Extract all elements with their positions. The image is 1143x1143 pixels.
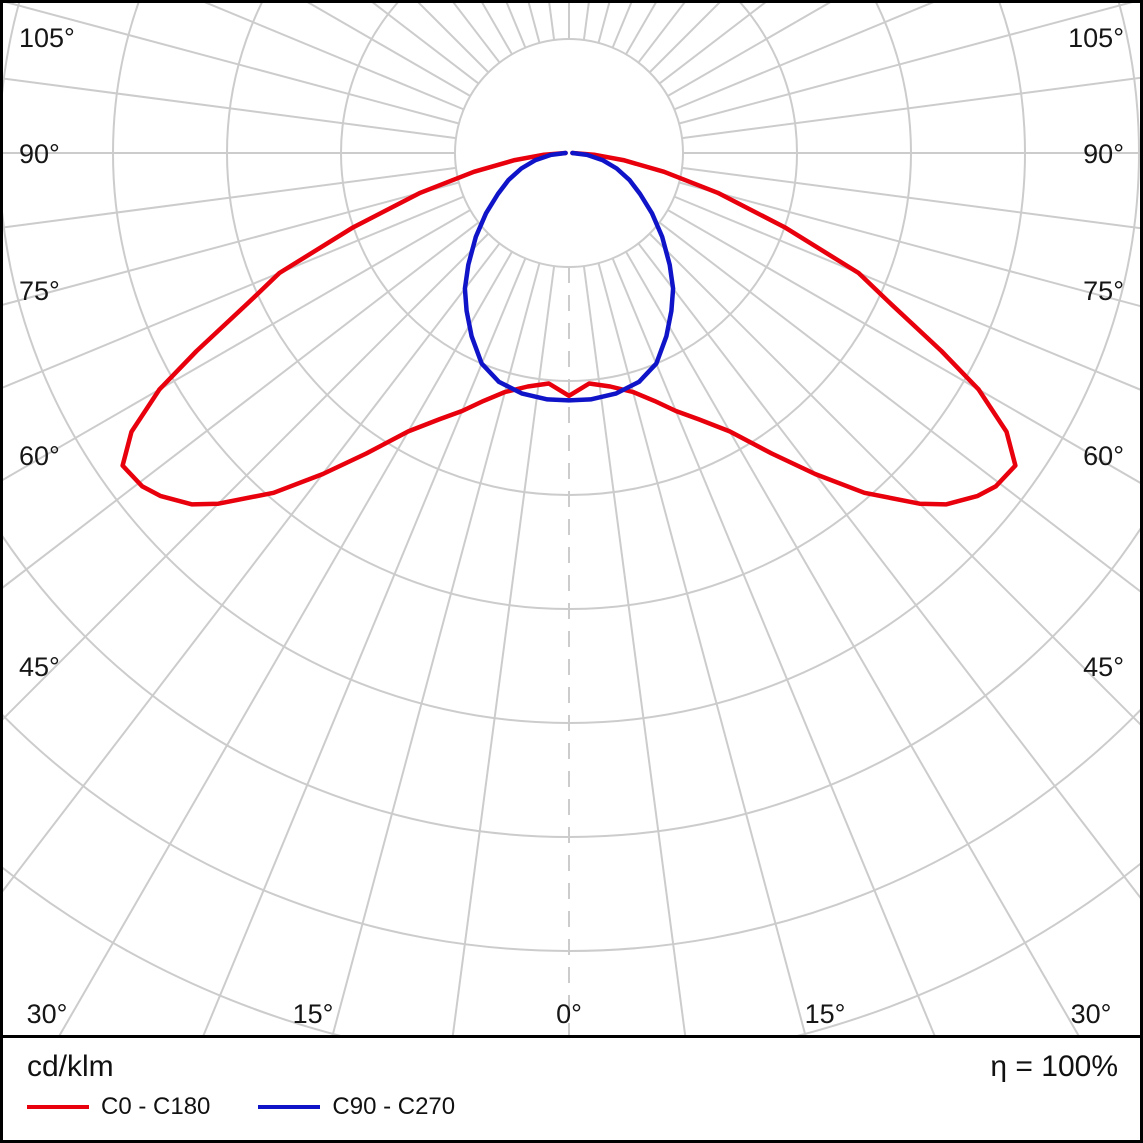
grid-ray xyxy=(202,257,527,1035)
grid-ray xyxy=(417,3,490,74)
polar-grid xyxy=(3,3,1140,1035)
grid-ray xyxy=(204,3,465,111)
grid-ray xyxy=(611,257,936,1035)
grid-ray xyxy=(648,3,721,74)
grid-ray xyxy=(625,3,657,55)
chart-footer: cd/klm η = 100% C0 - C180 C90 - C270 xyxy=(3,1038,1140,1121)
c90-c270-line-swatch xyxy=(258,1105,321,1109)
grid-ring xyxy=(454,38,684,268)
angle-label-left: 60° xyxy=(19,441,60,471)
grid-ray xyxy=(673,195,1140,391)
angle-label-bottom: 15° xyxy=(293,999,334,1029)
grid-ray xyxy=(648,232,1140,726)
legend-label-c0-c180: C0 - C180 xyxy=(101,1093,211,1120)
grid-ray xyxy=(667,209,1140,484)
grid-ray xyxy=(331,262,541,1035)
angle-label-right: 75° xyxy=(1083,276,1124,306)
grid-ray xyxy=(625,251,1080,1035)
grid-ray xyxy=(597,262,807,1035)
grid-ray xyxy=(3,209,471,481)
grid-ray xyxy=(3,195,465,389)
grid-ray xyxy=(658,221,1140,593)
grid-ray xyxy=(582,265,687,1035)
legend-item-c90-c270: C90 - C270 xyxy=(258,1093,455,1121)
grid-ray xyxy=(582,3,590,41)
grid-ray xyxy=(678,3,1133,125)
angle-label-left: 45° xyxy=(19,652,60,682)
angle-label-right: 105° xyxy=(1068,23,1124,53)
angle-label-right: 90° xyxy=(1083,139,1124,169)
curve-c90-c270 xyxy=(462,150,676,403)
angle-label-left: 90° xyxy=(19,139,60,169)
angle-label-bottom: 30° xyxy=(1071,999,1112,1029)
legend-label-c90-c270: C90 - C270 xyxy=(332,1093,456,1120)
grid-ray xyxy=(3,181,460,306)
angle-label-bottom: 0° xyxy=(556,999,582,1029)
grid-ray xyxy=(3,77,457,140)
grid-ray xyxy=(681,76,1140,140)
grid-ray xyxy=(452,3,501,64)
grid-ray xyxy=(548,3,556,41)
curve-c0-c180 xyxy=(120,150,1018,507)
grid-ray xyxy=(5,3,460,125)
grid-ray xyxy=(3,221,480,589)
polar-chart-svg: 105° 90° 75° 60° 45° 105° 90° 75° 60° 45° 30° 15° 0°… xyxy=(3,3,1140,1035)
angle-label-bottom: 30° xyxy=(27,999,68,1029)
grid-ray xyxy=(678,181,1140,308)
angle-label-right: 60° xyxy=(1083,441,1124,471)
angle-label-left: 105° xyxy=(19,23,75,53)
angle-label-left: 75° xyxy=(19,276,60,306)
grid-ray xyxy=(637,242,1140,899)
legend: C0 - C180 C90 - C270 xyxy=(27,1093,1118,1121)
c0-c180-line-swatch xyxy=(27,1105,89,1109)
grid-ray xyxy=(681,166,1140,230)
grid-ray xyxy=(673,3,934,111)
grid-ray xyxy=(3,166,457,229)
grid-ray xyxy=(451,265,556,1035)
grid-ray xyxy=(505,3,527,49)
grid-ring xyxy=(3,862,1140,1035)
unit-label: cd/klm xyxy=(27,1050,114,1083)
grid-ring xyxy=(3,708,1140,952)
grid-ring xyxy=(3,527,1140,838)
grid-ring xyxy=(3,3,1140,724)
efficiency-label: η = 100% xyxy=(990,1050,1118,1083)
polar-photometric-chart: 105° 90° 75° 60° 45° 105° 90° 75° 60° 45° 30° 15° 0°… xyxy=(3,3,1140,1038)
angle-label-bottom: 15° xyxy=(805,999,846,1029)
angle-label-right: 45° xyxy=(1083,652,1124,682)
grid-ray xyxy=(3,242,501,893)
grid-ray xyxy=(58,251,513,1035)
grid-ray xyxy=(3,232,490,721)
legend-item-c0-c180: C0 - C180 xyxy=(27,1093,210,1121)
